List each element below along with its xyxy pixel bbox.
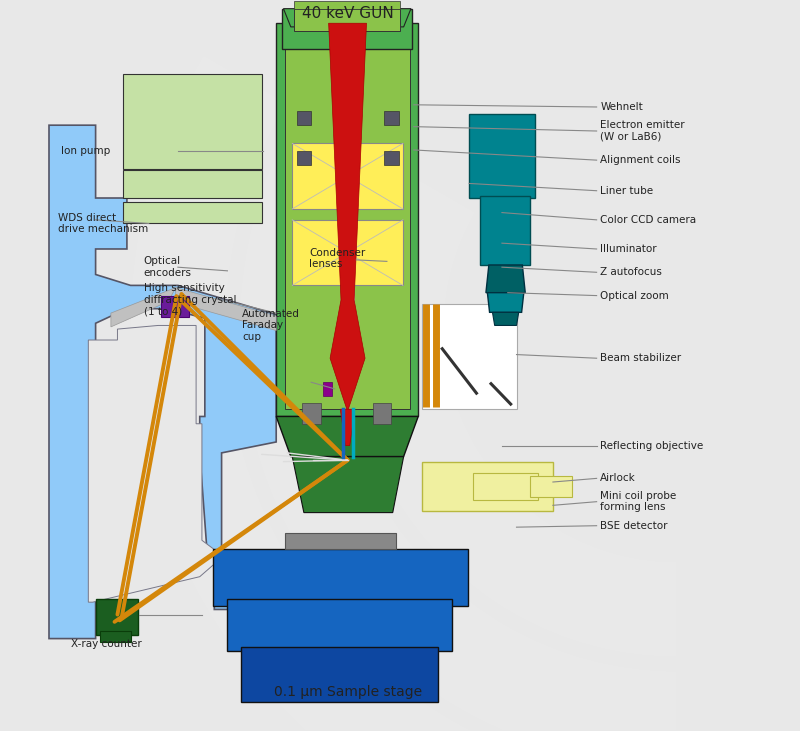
Text: 40 keV GUN: 40 keV GUN: [302, 7, 394, 21]
FancyBboxPatch shape: [384, 151, 398, 165]
FancyBboxPatch shape: [480, 196, 530, 265]
FancyBboxPatch shape: [226, 599, 453, 651]
FancyBboxPatch shape: [323, 382, 332, 396]
FancyBboxPatch shape: [123, 202, 262, 224]
Polygon shape: [176, 287, 276, 330]
FancyBboxPatch shape: [373, 404, 391, 424]
Polygon shape: [283, 9, 411, 27]
FancyBboxPatch shape: [473, 472, 538, 500]
Text: Condenser
lenses: Condenser lenses: [309, 248, 366, 269]
Text: Optical
encoders: Optical encoders: [144, 257, 192, 278]
Text: Alignment coils: Alignment coils: [600, 155, 681, 165]
Text: Illuminator: Illuminator: [600, 244, 657, 254]
FancyBboxPatch shape: [530, 476, 572, 496]
Polygon shape: [292, 457, 404, 512]
FancyBboxPatch shape: [213, 549, 468, 606]
Polygon shape: [111, 287, 176, 327]
Text: WDS direct
drive mechanism: WDS direct drive mechanism: [58, 213, 148, 235]
Text: Airlock: Airlock: [600, 474, 636, 483]
FancyBboxPatch shape: [276, 23, 418, 417]
FancyBboxPatch shape: [469, 114, 534, 198]
Text: Optical zoom: Optical zoom: [600, 291, 669, 300]
FancyBboxPatch shape: [292, 220, 403, 285]
FancyBboxPatch shape: [123, 75, 262, 169]
Text: Automated
Faraday
cup: Automated Faraday cup: [242, 309, 300, 342]
Text: Liner tube: Liner tube: [600, 186, 654, 196]
Wedge shape: [240, 110, 677, 731]
FancyBboxPatch shape: [96, 599, 138, 635]
Text: Color CCD camera: Color CCD camera: [600, 215, 696, 225]
Text: Z autofocus: Z autofocus: [600, 268, 662, 277]
Text: Mini coil probe
forming lens: Mini coil probe forming lens: [600, 491, 677, 512]
Text: X-ray counter: X-ray counter: [71, 639, 142, 648]
Polygon shape: [276, 417, 418, 457]
FancyBboxPatch shape: [294, 1, 400, 9]
FancyBboxPatch shape: [285, 31, 410, 409]
FancyBboxPatch shape: [161, 296, 189, 317]
Text: 0.1 μm Sample stage: 0.1 μm Sample stage: [274, 685, 422, 699]
Text: Wehnelt: Wehnelt: [600, 102, 643, 112]
FancyBboxPatch shape: [422, 461, 553, 511]
Text: Reflecting objective: Reflecting objective: [600, 441, 703, 450]
FancyBboxPatch shape: [297, 151, 311, 165]
FancyBboxPatch shape: [297, 110, 311, 125]
FancyBboxPatch shape: [292, 143, 403, 209]
Polygon shape: [49, 125, 400, 639]
FancyBboxPatch shape: [384, 110, 398, 125]
FancyBboxPatch shape: [302, 404, 321, 424]
Polygon shape: [329, 23, 366, 409]
FancyBboxPatch shape: [123, 170, 262, 198]
FancyBboxPatch shape: [100, 632, 130, 643]
FancyBboxPatch shape: [282, 9, 412, 49]
FancyBboxPatch shape: [341, 38, 354, 322]
Wedge shape: [349, 165, 677, 656]
Polygon shape: [340, 409, 355, 446]
Wedge shape: [130, 56, 677, 731]
Text: High sensitivity
diffracting crystal
(1 to 4): High sensitivity diffracting crystal (1 …: [144, 284, 236, 317]
FancyBboxPatch shape: [422, 303, 517, 409]
Polygon shape: [487, 292, 524, 312]
Text: Beam stabilizer: Beam stabilizer: [600, 353, 682, 363]
FancyBboxPatch shape: [294, 9, 400, 31]
FancyBboxPatch shape: [285, 533, 396, 549]
Text: BSE detector: BSE detector: [600, 520, 668, 531]
Polygon shape: [493, 312, 518, 325]
Polygon shape: [88, 325, 217, 602]
Text: Electron emitter
(W or LaB6): Electron emitter (W or LaB6): [600, 120, 685, 142]
FancyBboxPatch shape: [242, 648, 438, 702]
Text: Ion pump: Ion pump: [62, 145, 110, 156]
Polygon shape: [486, 265, 526, 292]
